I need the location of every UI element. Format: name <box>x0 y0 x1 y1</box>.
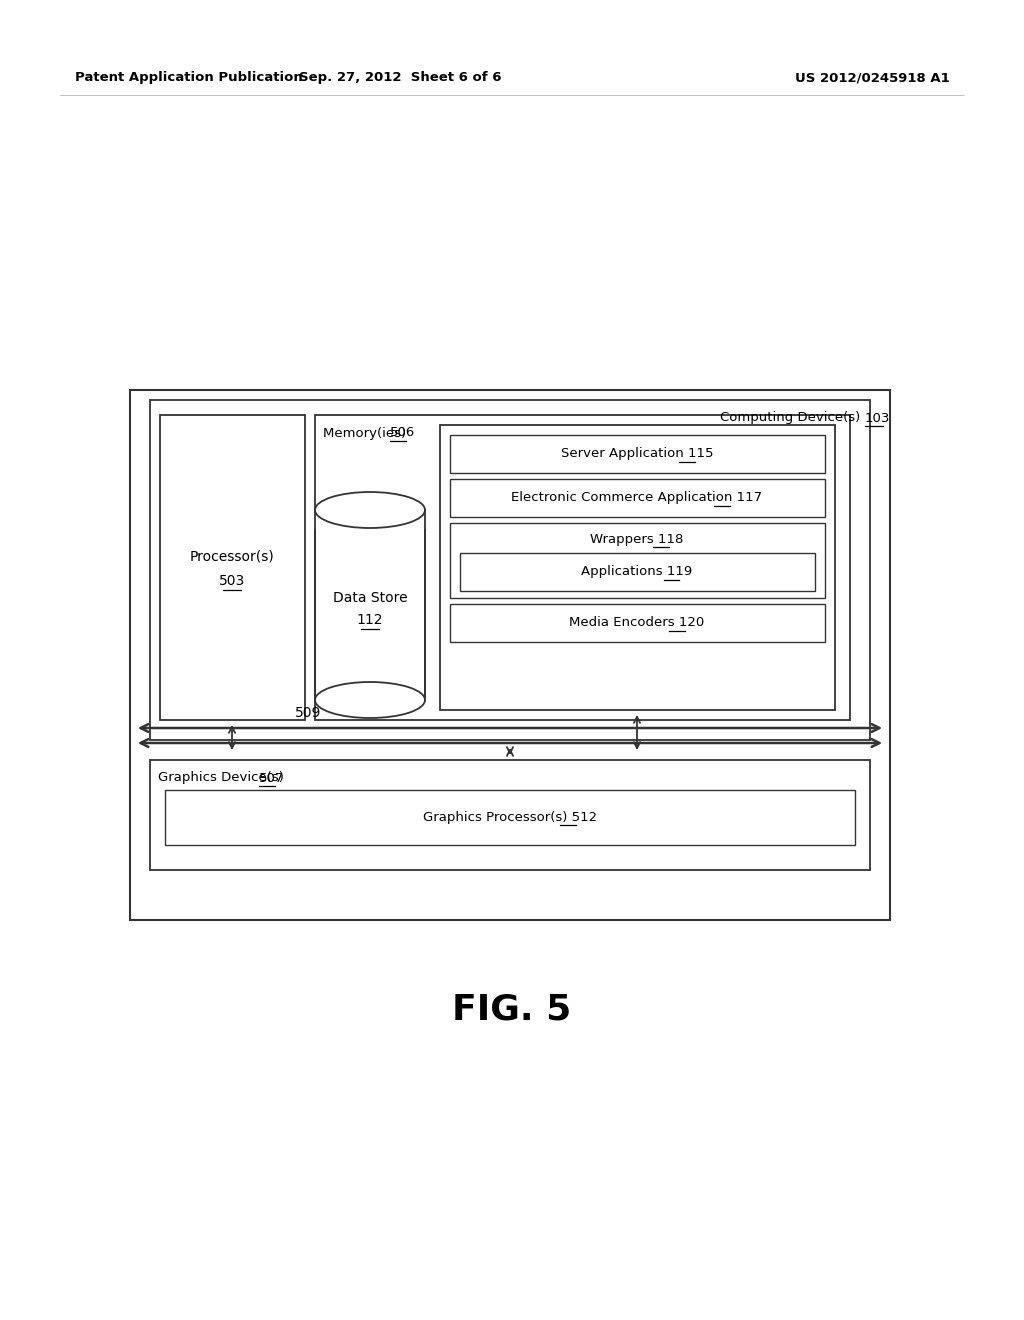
Text: Data Store: Data Store <box>333 591 408 605</box>
Bar <box>150 400 870 741</box>
Text: Graphics Device(s): Graphics Device(s) <box>158 771 288 784</box>
Text: Server Application 115: Server Application 115 <box>561 447 714 461</box>
Bar <box>450 523 825 598</box>
Bar <box>450 605 825 642</box>
Text: Applications 119: Applications 119 <box>582 565 692 578</box>
Bar <box>314 510 426 529</box>
Text: 509: 509 <box>295 706 322 719</box>
Bar <box>165 789 855 845</box>
Text: Graphics Processor(s) 512: Graphics Processor(s) 512 <box>423 810 597 824</box>
Text: FIG. 5: FIG. 5 <box>453 993 571 1027</box>
Bar <box>440 425 835 710</box>
Text: 103: 103 <box>865 412 891 425</box>
Text: Media Encoders 120: Media Encoders 120 <box>569 616 705 630</box>
Text: Sep. 27, 2012  Sheet 6 of 6: Sep. 27, 2012 Sheet 6 of 6 <box>299 71 502 84</box>
Ellipse shape <box>315 682 425 718</box>
Bar <box>160 414 305 719</box>
Text: 506: 506 <box>389 426 415 440</box>
Text: 112: 112 <box>356 612 383 627</box>
Bar <box>460 553 815 591</box>
Text: Electronic Commerce Application 117: Electronic Commerce Application 117 <box>511 491 763 504</box>
Bar <box>315 510 425 700</box>
Text: Patent Application Publication: Patent Application Publication <box>75 71 303 84</box>
Bar <box>150 760 870 870</box>
Bar <box>315 414 850 719</box>
Ellipse shape <box>315 492 425 528</box>
Bar <box>450 479 825 517</box>
Text: 507: 507 <box>259 771 284 784</box>
Text: Computing Device(s): Computing Device(s) <box>721 412 865 425</box>
Bar <box>130 389 890 920</box>
Bar <box>450 436 825 473</box>
Text: US 2012/0245918 A1: US 2012/0245918 A1 <box>796 71 950 84</box>
Text: Wrappers 118: Wrappers 118 <box>590 532 684 545</box>
Text: Memory(ies): Memory(ies) <box>323 426 411 440</box>
Text: 503: 503 <box>219 574 245 587</box>
Text: Processor(s): Processor(s) <box>189 550 274 564</box>
